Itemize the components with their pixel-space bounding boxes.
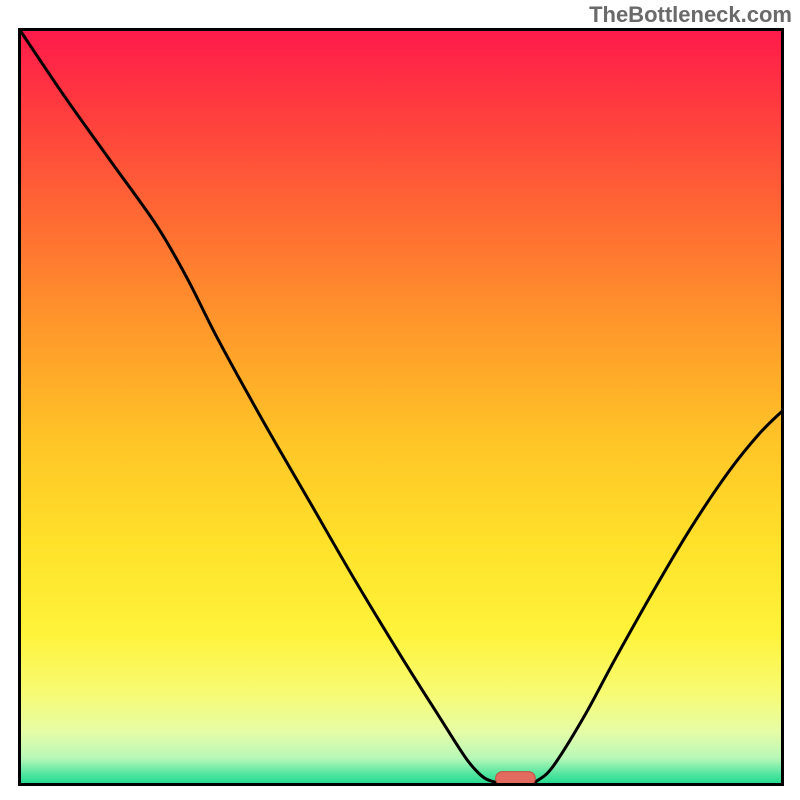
plot-area xyxy=(18,28,784,786)
chart-container: TheBottleneck.com xyxy=(0,0,800,800)
plot-svg xyxy=(18,28,784,786)
watermark-text: TheBottleneck.com xyxy=(589,2,792,28)
gradient-background xyxy=(20,30,783,785)
